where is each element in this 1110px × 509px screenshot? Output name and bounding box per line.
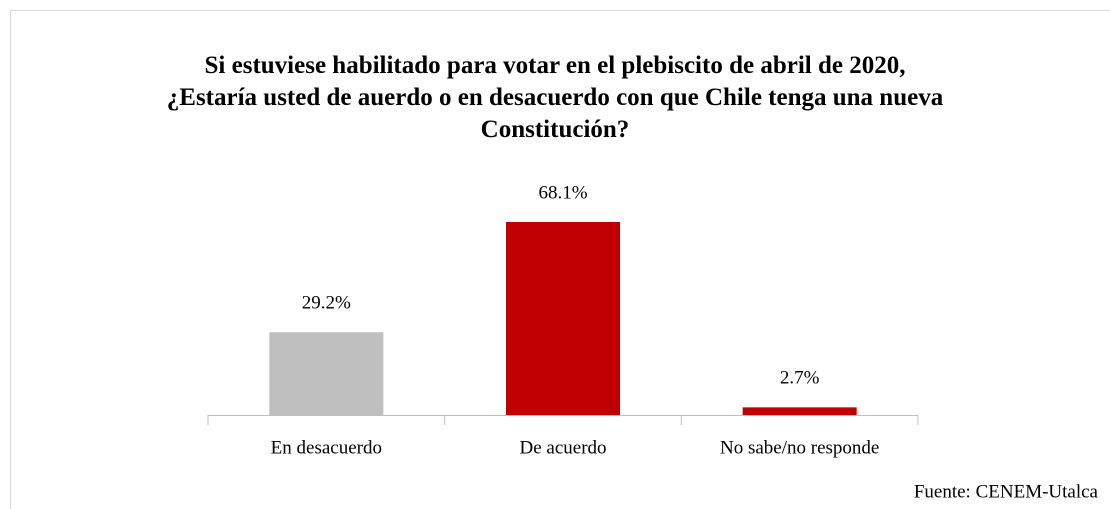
source: Fuente: CENEM-Utalca [914,481,1099,502]
bar [742,407,857,415]
chart-title: Si estuviese habilitado para votar en el… [166,52,944,143]
x-tick-label: En desacuerdo [271,437,382,458]
value-label: 68.1% [538,182,587,203]
chart-frame [10,10,1110,509]
bar [506,222,620,415]
bar [269,332,384,415]
x-tick-label: No sabe/no responde [720,437,879,458]
x-tick-label: De acuerdo [519,437,606,458]
value-label: 29.2% [302,293,351,314]
value-label: 2.7% [780,368,820,389]
